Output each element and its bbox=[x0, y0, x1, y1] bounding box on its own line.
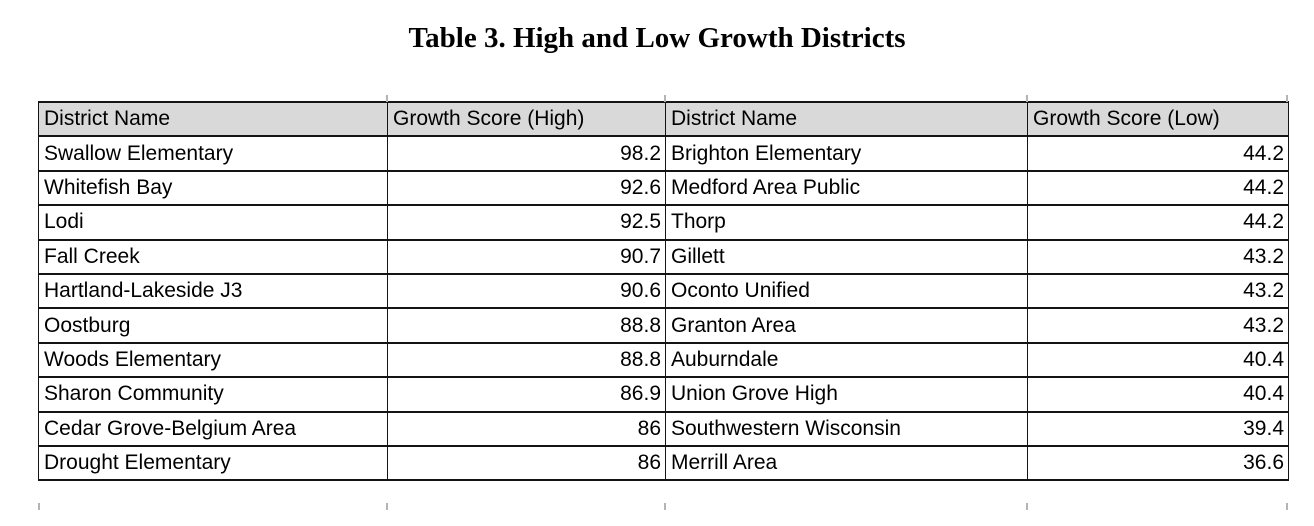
district-name-cell: Union Grove High bbox=[665, 376, 1028, 413]
gridline-stub bbox=[1286, 503, 1288, 510]
growth-score-cell: 88.8 bbox=[387, 341, 666, 379]
header-row: District Name Growth Score (High) Distri… bbox=[38, 100, 1289, 138]
district-name-cell: Cedar Grove-Belgium Area bbox=[38, 410, 388, 447]
growth-score-cell: 43.2 bbox=[1027, 272, 1289, 310]
district-name-cell: Hartland-Lakeside J3 bbox=[38, 272, 388, 310]
district-name-cell: Brighton Elementary bbox=[665, 135, 1028, 172]
table-row: Woods Elementary 88.8 Auburndale 40.4 bbox=[38, 341, 1289, 379]
district-name-cell: Southwestern Wisconsin bbox=[665, 410, 1028, 447]
district-name-cell: Thorp bbox=[665, 204, 1028, 241]
table-row: Oostburg 88.8 Granton Area 43.2 bbox=[38, 307, 1289, 344]
growth-score-cell: 90.7 bbox=[387, 238, 666, 275]
table-row: Drought Elementary 86 Merrill Area 36.6 bbox=[38, 444, 1289, 482]
growth-score-cell: 36.6 bbox=[1027, 444, 1289, 482]
table-row: Hartland-Lakeside J3 90.6 Oconto Unified… bbox=[38, 272, 1289, 310]
district-name-cell: Lodi bbox=[38, 204, 388, 241]
header-growth-score-high: Growth Score (High) bbox=[387, 100, 666, 138]
district-name-cell: Sharon Community bbox=[38, 376, 388, 413]
gridline-stub bbox=[664, 503, 666, 510]
table-row: Fall Creek 90.7 Gillett 43.2 bbox=[38, 238, 1289, 275]
growth-score-cell: 39.4 bbox=[1027, 410, 1289, 447]
table-row: Sharon Community 86.9 Union Grove High 4… bbox=[38, 376, 1289, 413]
header-district-name-low: District Name bbox=[665, 100, 1028, 138]
table-row: Cedar Grove-Belgium Area 86 Southwestern… bbox=[38, 410, 1289, 447]
growth-score-cell: 40.4 bbox=[1027, 341, 1289, 379]
growth-score-cell: 88.8 bbox=[387, 307, 666, 344]
gridline-stub bbox=[1026, 503, 1028, 510]
gridline-stub bbox=[664, 95, 666, 102]
growth-score-cell: 86.9 bbox=[387, 376, 666, 413]
district-name-cell: Swallow Elementary bbox=[38, 135, 388, 172]
table-row: Swallow Elementary 98.2 Brighton Element… bbox=[38, 135, 1289, 172]
district-name-cell: Fall Creek bbox=[38, 238, 388, 275]
growth-score-cell: 90.6 bbox=[387, 272, 666, 310]
growth-score-cell: 44.2 bbox=[1027, 204, 1289, 241]
district-name-cell: Medford Area Public bbox=[665, 169, 1028, 207]
district-name-cell: Drought Elementary bbox=[38, 444, 388, 482]
table-caption: Table 3. High and Low Growth Districts bbox=[408, 22, 906, 54]
growth-score-cell: 92.6 bbox=[387, 169, 666, 207]
district-name-cell: Granton Area bbox=[665, 307, 1028, 344]
growth-score-cell: 86 bbox=[387, 444, 666, 482]
header-district-name-high: District Name bbox=[38, 100, 388, 138]
growth-score-cell: 92.5 bbox=[387, 204, 666, 241]
gridline-stub bbox=[386, 95, 388, 102]
district-name-cell: Merrill Area bbox=[665, 444, 1028, 482]
growth-score-cell: 86 bbox=[387, 410, 666, 447]
district-name-cell: Auburndale bbox=[665, 341, 1028, 379]
growth-score-cell: 43.2 bbox=[1027, 238, 1289, 275]
district-name-cell: Oconto Unified bbox=[665, 272, 1028, 310]
growth-score-cell: 98.2 bbox=[387, 135, 666, 172]
growth-score-cell: 40.4 bbox=[1027, 376, 1289, 413]
growth-score-cell: 43.2 bbox=[1027, 307, 1289, 344]
table-row: Whitefish Bay 92.6 Medford Area Public 4… bbox=[38, 169, 1289, 207]
growth-districts-table: District Name Growth Score (High) Distri… bbox=[38, 100, 1289, 482]
district-name-cell: Oostburg bbox=[38, 307, 388, 344]
gridline-stub bbox=[1026, 95, 1028, 102]
header-growth-score-low: Growth Score (Low) bbox=[1027, 100, 1289, 138]
gridline-stub bbox=[38, 503, 40, 510]
growth-score-cell: 44.2 bbox=[1027, 135, 1289, 172]
gridline-stub bbox=[386, 503, 388, 510]
table-row: Lodi 92.5 Thorp 44.2 bbox=[38, 204, 1289, 241]
growth-score-cell: 44.2 bbox=[1027, 169, 1289, 207]
district-name-cell: Gillett bbox=[665, 238, 1028, 275]
gridline-stub bbox=[1286, 95, 1288, 102]
district-name-cell: Woods Elementary bbox=[38, 341, 388, 379]
district-name-cell: Whitefish Bay bbox=[38, 169, 388, 207]
